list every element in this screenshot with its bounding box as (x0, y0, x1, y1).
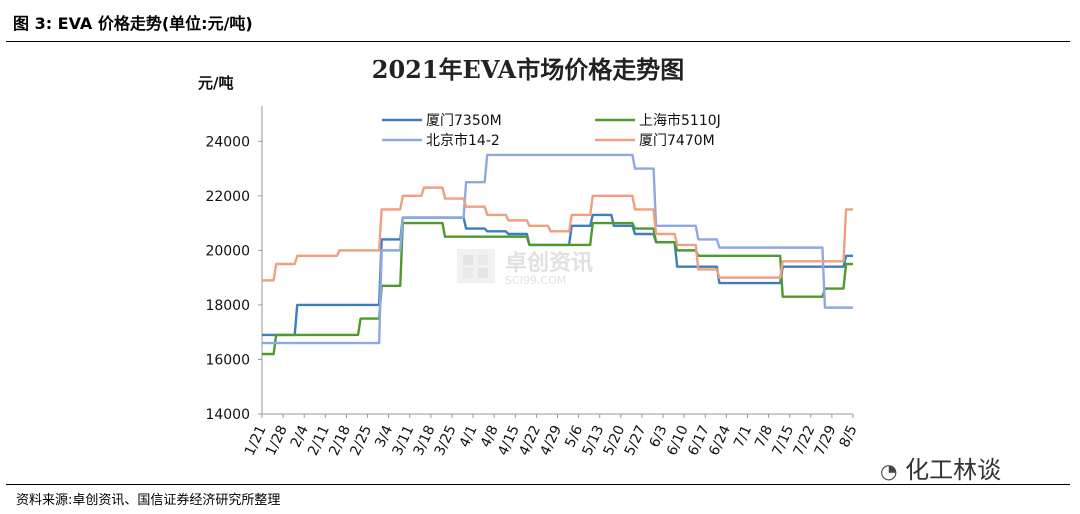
x-tick-label: 8/5 (837, 423, 861, 450)
y-tick-label: 22000 (205, 189, 250, 205)
wechat-name: 化工林谈 (905, 456, 1002, 484)
x-tick-label: 6/24 (706, 423, 734, 458)
watermark-sub: SCI99.COM (505, 274, 566, 287)
legend-label-0: 厦门7350M (426, 113, 502, 129)
x-tick-label: 2/25 (347, 423, 375, 458)
price-chart: 2021年EVA市场价格走势图 元/吨 卓创资讯 SCI99.COM 14000… (198, 55, 861, 458)
series-line-1 (262, 221, 853, 356)
top-rule (6, 41, 1070, 42)
bottom-rule (6, 484, 1070, 485)
legend: 厦门7350M 上海市5110J 北京市14-2 厦门7470M (382, 112, 721, 149)
figure-caption: 图 3: EVA 价格走势(单位:元/吨) (13, 14, 253, 33)
series-line-2 (262, 153, 853, 345)
y-tick-label: 16000 (205, 352, 250, 368)
x-tick-label: 4/1 (457, 423, 481, 450)
y-tick-label: 14000 (205, 407, 250, 423)
y-tick-label: 20000 (205, 243, 250, 259)
y-tick-label: 24000 (205, 134, 250, 150)
x-tick-label: 1/28 (263, 423, 291, 458)
watermark-logo-icon (457, 249, 495, 283)
legend-label-1: 上海市5110J (639, 112, 721, 129)
wechat-icon: ◔ (880, 459, 898, 483)
series-line-3 (262, 186, 853, 282)
watermark: 卓创资讯 SCI99.COM (457, 249, 593, 287)
x-tick-label: 3/25 (432, 423, 460, 458)
legend-label-2: 北京市14-2 (426, 132, 500, 149)
chart-title: 2021年EVA市场价格走势图 (372, 55, 684, 84)
wechat-watermark: ◔ 化工林谈 (880, 450, 1001, 485)
x-tick-label: 5/27 (622, 423, 650, 458)
watermark-main: 卓创资讯 (505, 251, 593, 276)
y-axis-label: 元/吨 (198, 74, 233, 92)
y-tick-label: 18000 (205, 298, 250, 314)
x-tick-label: 7/29 (812, 423, 840, 458)
x-tick-label: 7/1 (731, 423, 755, 450)
x-tick-label: 4/29 (537, 423, 565, 458)
legend-label-3: 厦门7470M (639, 133, 715, 149)
series-layer (262, 153, 853, 356)
source-note: 资料来源:卓创资讯、国信证券经济研究所整理 (16, 493, 281, 508)
